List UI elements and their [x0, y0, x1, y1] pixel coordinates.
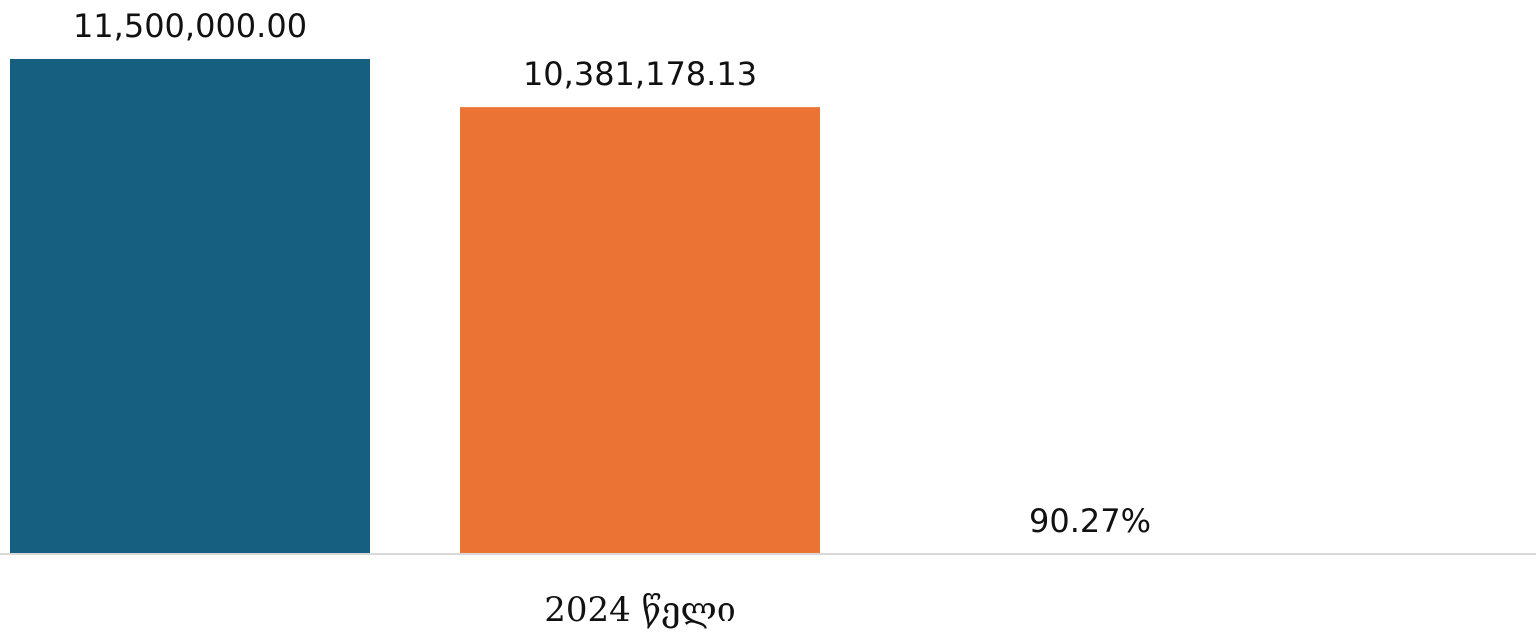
bar-series-1: [10, 59, 370, 554]
bars-layer: [10, 59, 820, 554]
data-labels-layer: 11,500,000.00 10,381,178.13 90.27%: [73, 7, 1151, 540]
x-ticks-layer: 2024 წელი: [544, 590, 735, 630]
data-label-series-3: 90.27%: [1029, 502, 1151, 540]
data-label-series-2: 10,381,178.13: [523, 55, 757, 93]
bar-series-2: [460, 107, 820, 554]
x-tick-label: 2024 წელი: [544, 590, 735, 630]
data-label-series-1: 11,500,000.00: [73, 7, 307, 45]
